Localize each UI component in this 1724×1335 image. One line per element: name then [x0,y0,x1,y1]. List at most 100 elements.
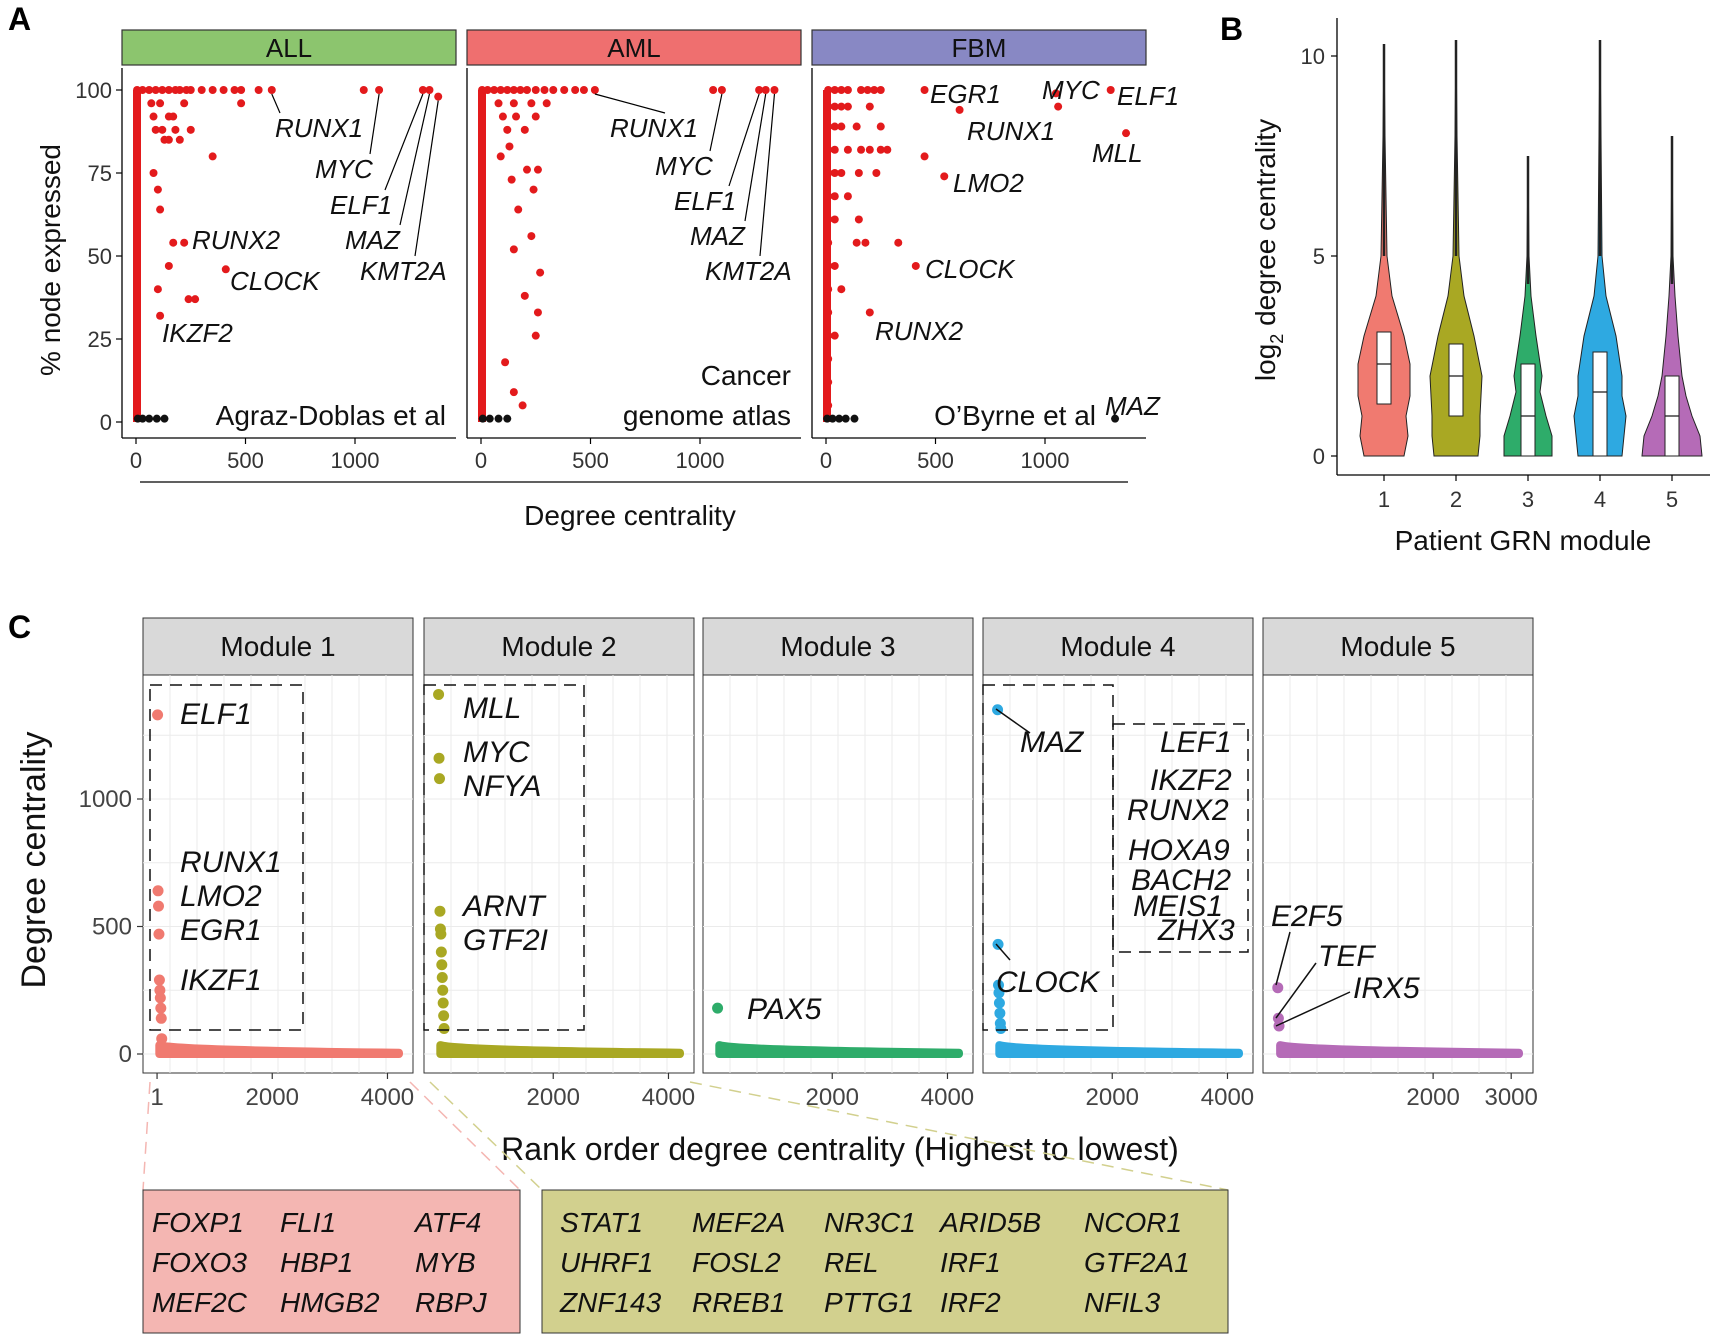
data-point [197,86,206,94]
dashed-highlight-box [149,684,304,1031]
data-point [514,205,523,214]
data-point [870,86,879,94]
c-y-tick-label: 500 [92,914,132,941]
data-point [145,86,154,94]
module-title: Module 5 [1340,631,1455,662]
gene-label: CLOCK [230,266,321,296]
c-leader-line [1275,931,1291,986]
gene-box-item: ZNF143 [559,1287,662,1318]
data-point [755,86,764,94]
data-point [883,145,892,154]
data-point [824,192,833,201]
gene-box-item: IRF1 [940,1247,1001,1278]
data-point [824,86,833,94]
data-point [533,165,542,174]
module-strip [982,617,1254,676]
label-leader-line [709,93,723,152]
gene-label: IKZF2 [162,318,233,348]
rank-curve [715,1041,963,1058]
data-point [830,86,839,94]
data-point [920,86,929,94]
data-point [531,112,540,121]
data-point [237,86,246,94]
c-gene-label: ZHX3 [1157,914,1235,947]
data-point [560,86,569,94]
c-x-tick-label: 4000 [642,1084,695,1111]
data-point [503,86,512,94]
data-point [531,86,540,94]
data-point [180,238,189,247]
c-x-tick-label: 4000 [921,1084,974,1111]
data-point [501,358,510,367]
data-point [375,86,384,94]
data-point [830,331,839,340]
data-point [520,291,529,300]
violin-boxplot [1520,363,1536,457]
data-point [852,122,861,131]
c-gene-label: GTF2I [463,924,548,957]
module-strip [423,617,695,676]
data-point [843,145,852,154]
data-point [208,86,217,94]
c-gene-label: TEF [1318,940,1376,973]
data-point [494,99,503,108]
data-point [164,86,173,94]
data-point [770,86,779,94]
rank-point [153,928,165,940]
data-point [267,86,276,94]
data-point [434,92,443,101]
gene-box-item: HBP1 [280,1247,353,1278]
rank-point [152,709,164,721]
data-point [175,86,184,94]
facet-title-aml: AML [607,33,660,63]
gene-box-item: STAT1 [560,1207,643,1238]
c-gene-label: EGR1 [180,914,262,947]
data-point [830,102,839,111]
gene-box-item: ARID5B [938,1207,1041,1238]
rank-point [156,1033,168,1045]
data-point [509,99,518,108]
gene-label: RUNX1 [967,116,1055,146]
rank-curve [1276,1041,1523,1058]
data-point [872,169,881,177]
data-point [518,401,527,410]
data-point-unexpressed [1111,414,1120,423]
rank-point [992,938,1004,950]
gene-box-item: NR3C1 [824,1207,916,1238]
b-x-axis-title: Patient GRN module [1395,525,1652,556]
rank-point [155,1002,167,1014]
data-point [876,86,885,94]
dense-point-column [478,90,486,422]
c-gene-label: MEIS1 [1133,890,1223,923]
gene-label: ELF1 [330,190,392,220]
data-point [533,308,542,317]
data-point [184,295,193,304]
data-point [837,86,846,94]
data-point [153,185,162,194]
data-point [425,86,434,94]
data-point [230,86,239,94]
x-tick-label: 500 [917,448,954,473]
data-point [158,125,167,134]
data-point [761,86,770,94]
data-point [865,308,874,317]
data-point [1051,89,1060,98]
data-point [830,122,839,131]
b-y-tick-label: 0 [1313,444,1325,469]
data-point [522,165,531,174]
b-x-tick-label: 1 [1378,487,1390,512]
data-point [830,145,839,154]
data-point [151,86,160,94]
data-point [824,308,833,317]
x-tick-label: 0 [130,448,142,473]
data-point-unexpressed [494,414,503,423]
facet-source-text: genome atlas [623,400,791,431]
data-point [496,86,505,94]
gene-label: KMT2A [705,256,792,286]
violin-boxplot [1592,351,1608,457]
data-point [940,172,949,181]
gene-label: ELF1 [1117,81,1179,111]
data-point [169,112,178,121]
c-gene-label: BACH2 [1131,864,1231,897]
